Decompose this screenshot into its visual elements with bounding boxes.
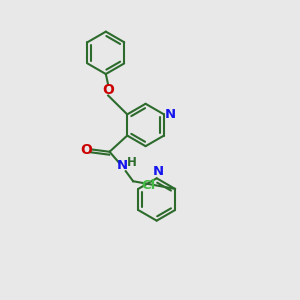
Text: H: H <box>127 156 136 169</box>
Text: N: N <box>165 108 176 121</box>
Text: O: O <box>80 143 92 157</box>
Text: O: O <box>102 83 114 97</box>
Text: N: N <box>117 159 128 172</box>
Text: Cl: Cl <box>142 179 156 192</box>
Text: N: N <box>153 165 164 178</box>
